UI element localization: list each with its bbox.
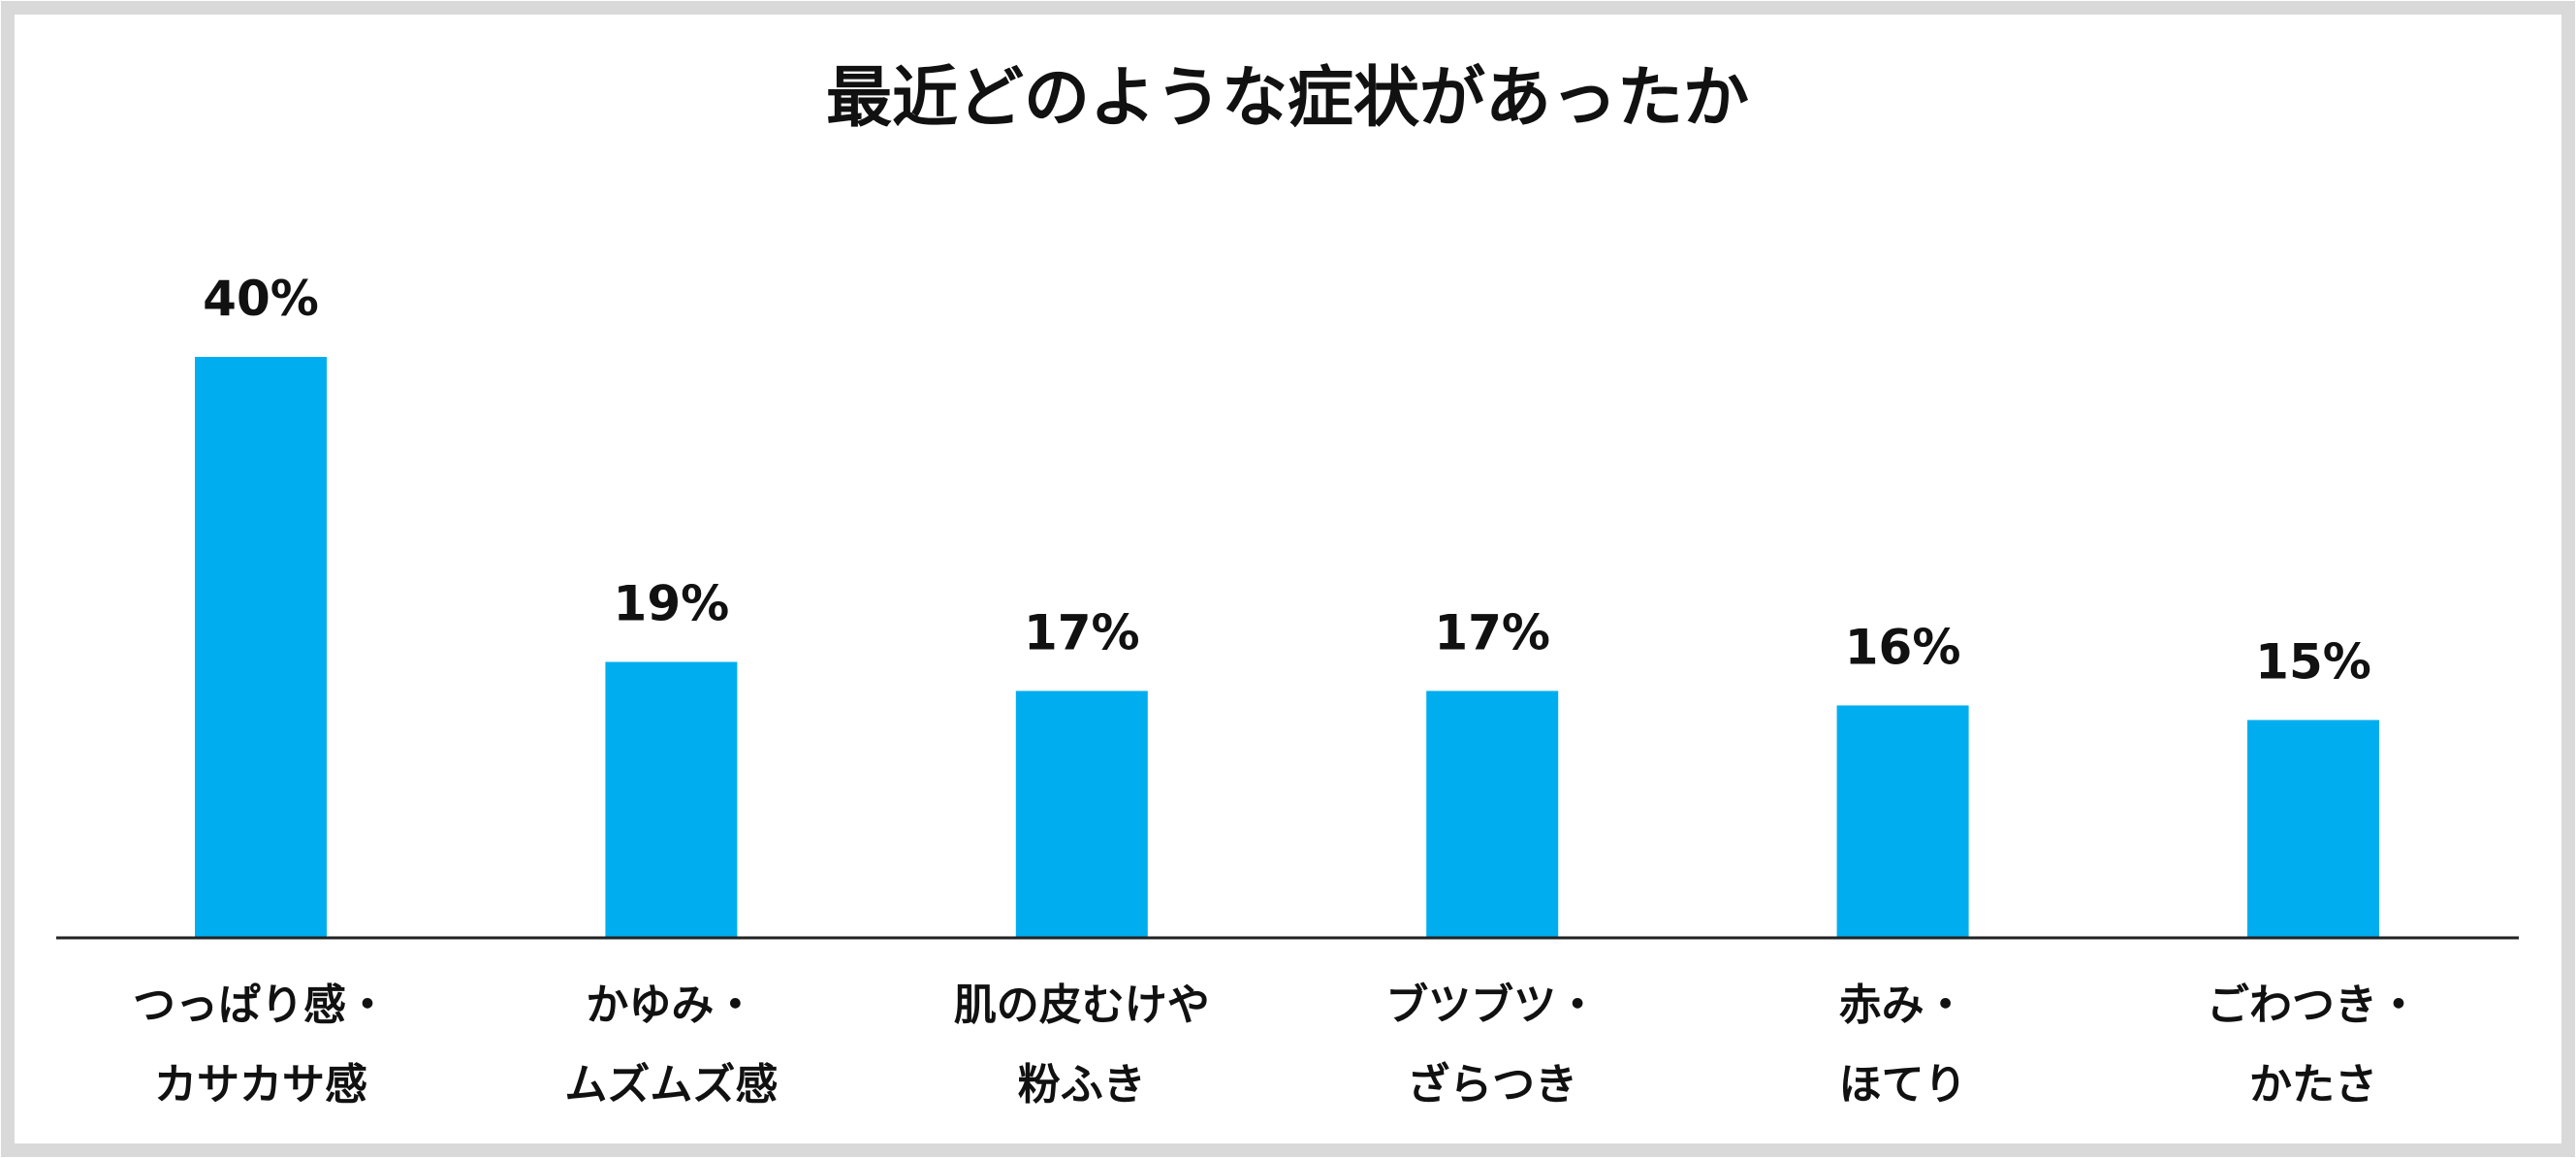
category-label-3-line-2: 粉ふき bbox=[1018, 1060, 1146, 1110]
category-label-1-line-2: カサカサ感 bbox=[154, 1060, 367, 1110]
bar-5 bbox=[1836, 705, 1969, 938]
bar-value-label-6: 15% bbox=[2255, 633, 2371, 690]
bar-value-label-1: 40% bbox=[203, 271, 319, 327]
category-label-2-line-1: かゆみ・ bbox=[586, 981, 756, 1030]
category-label-5-line-1: 赤み・ bbox=[1839, 981, 1967, 1030]
category-label-3-line-1: 肌の皮むけや bbox=[954, 981, 1210, 1030]
bar-1 bbox=[195, 357, 327, 938]
category-label-6-line-1: ごわつき・ bbox=[2207, 981, 2420, 1030]
bar-2 bbox=[605, 661, 738, 938]
category-label-2-line-2: ムズムズ感 bbox=[564, 1060, 778, 1110]
bars-layer bbox=[195, 357, 2379, 938]
bar-6 bbox=[2247, 720, 2379, 938]
chart-title: 最近どのような症状があったか bbox=[826, 60, 1749, 137]
bar-value-label-5: 16% bbox=[1845, 619, 1961, 675]
bar-3 bbox=[1015, 691, 1148, 938]
bar-value-label-3: 17% bbox=[1024, 604, 1140, 660]
bar-value-label-2: 19% bbox=[614, 576, 730, 632]
bar-4 bbox=[1426, 691, 1559, 938]
value-labels-layer: 40% 19% 17% 17% 16% 15% bbox=[203, 271, 2371, 690]
category-label-6-line-2: かたさ bbox=[2249, 1060, 2377, 1110]
category-label-4-line-2: ざらつき bbox=[1407, 1060, 1577, 1110]
category-label-4-line-1: ブツブツ・ bbox=[1385, 981, 1599, 1030]
bar-value-label-4: 17% bbox=[1434, 604, 1550, 660]
category-label-1-line-1: つっぱり感・ bbox=[133, 981, 389, 1030]
category-label-5-line-2: ほてり bbox=[1839, 1060, 1967, 1110]
